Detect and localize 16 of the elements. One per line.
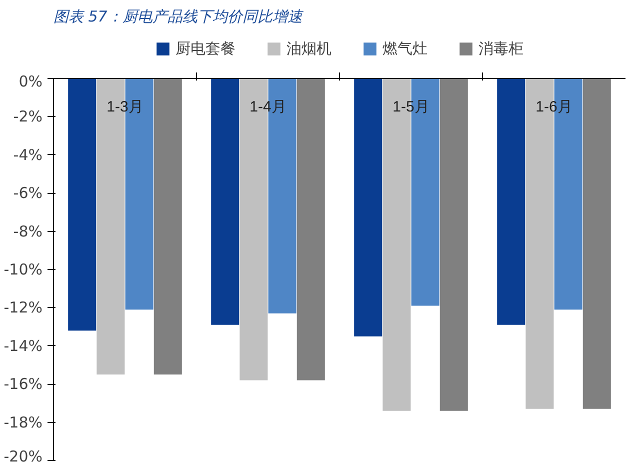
y-tick-label: -18% bbox=[4, 413, 43, 432]
y-tick-label: 0% bbox=[18, 72, 42, 90]
y-tick-label: -12% bbox=[4, 298, 43, 317]
y-tick-label: -2% bbox=[13, 108, 43, 126]
y-tick-label: -20% bbox=[4, 448, 43, 466]
y-tick-label: -6% bbox=[13, 184, 43, 202]
chart-title: 图表 57：厨电产品线下均价同比增速 bbox=[54, 8, 304, 26]
y-tick-label: -8% bbox=[13, 222, 43, 240]
y-tick-label: -10% bbox=[4, 260, 43, 278]
legend-label: 消毒柜 bbox=[478, 39, 524, 58]
legend-label: 燃气灶 bbox=[382, 39, 428, 58]
legend-label: 厨电套餐 bbox=[176, 39, 236, 58]
y-tick-label: -14% bbox=[4, 336, 43, 355]
legend-label: 油烟机 bbox=[286, 39, 332, 58]
y-tick-label: -16% bbox=[4, 375, 43, 394]
y-tick-label: -4% bbox=[13, 146, 43, 164]
